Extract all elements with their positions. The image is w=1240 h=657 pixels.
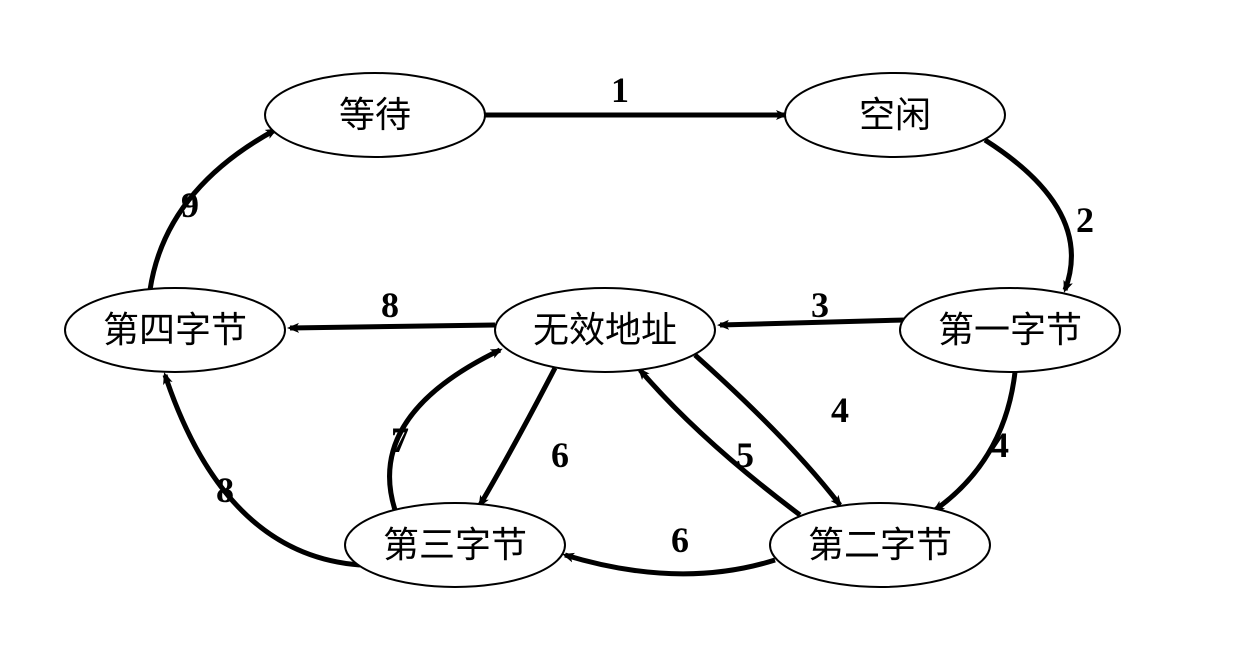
- edge-label-invalid-to-byte3: 6: [551, 435, 569, 475]
- node-label-byte2: 第二字节: [808, 525, 952, 565]
- node-label-idle: 空闲: [859, 95, 931, 135]
- edge-byte4-to-wait: [150, 130, 275, 290]
- node-byte3: 第三字节: [345, 503, 565, 587]
- node-invalid: 无效地址: [495, 288, 715, 372]
- edge-idle-to-byte1: [985, 140, 1071, 290]
- edge-label-byte1-to-invalid: 3: [811, 285, 829, 325]
- node-label-byte4: 第四字节: [103, 310, 247, 350]
- edge-label-byte3-to-byte4: 8: [216, 470, 234, 510]
- edge-label-byte1-to-byte2: 4: [991, 425, 1009, 465]
- edge-invalid-to-byte2: [695, 355, 840, 505]
- edge-label-byte4-to-wait: 9: [181, 185, 199, 225]
- edge-label-byte2-to-byte3: 6: [671, 520, 689, 560]
- node-label-invalid: 无效地址: [533, 310, 677, 350]
- edge-label-byte2-to-invalid: 5: [736, 435, 754, 475]
- edge-label-byte3-to-invalid: 7: [391, 420, 409, 460]
- edge-byte3-to-byte4: [165, 375, 360, 565]
- edge-label-invalid-to-byte2: 4: [831, 390, 849, 430]
- edge-label-idle-to-byte1: 2: [1076, 200, 1094, 240]
- edge-byte2-to-invalid: [640, 370, 800, 515]
- edge-byte2-to-byte3: [565, 555, 775, 574]
- node-label-wait: 等待: [339, 95, 411, 135]
- edge-invalid-to-byte4: [290, 325, 495, 328]
- node-byte4: 第四字节: [65, 288, 285, 372]
- state-diagram: 1 2 3 4 4 5 6 6 7 8 8 9 等待 空闲第一字节 无效地址 第四字节第二字节 第三字节: [0, 0, 1240, 657]
- node-label-byte3: 第三字节: [383, 525, 527, 565]
- node-byte1: 第一字节: [900, 288, 1120, 372]
- node-byte2: 第二字节: [770, 503, 990, 587]
- edge-label-wait-to-idle: 1: [611, 70, 629, 110]
- edge-invalid-to-byte3: [480, 368, 555, 505]
- node-label-byte1: 第一字节: [938, 310, 1082, 350]
- edge-label-invalid-to-byte4: 8: [381, 285, 399, 325]
- node-idle: 空闲: [785, 73, 1005, 157]
- node-wait: 等待: [265, 73, 485, 157]
